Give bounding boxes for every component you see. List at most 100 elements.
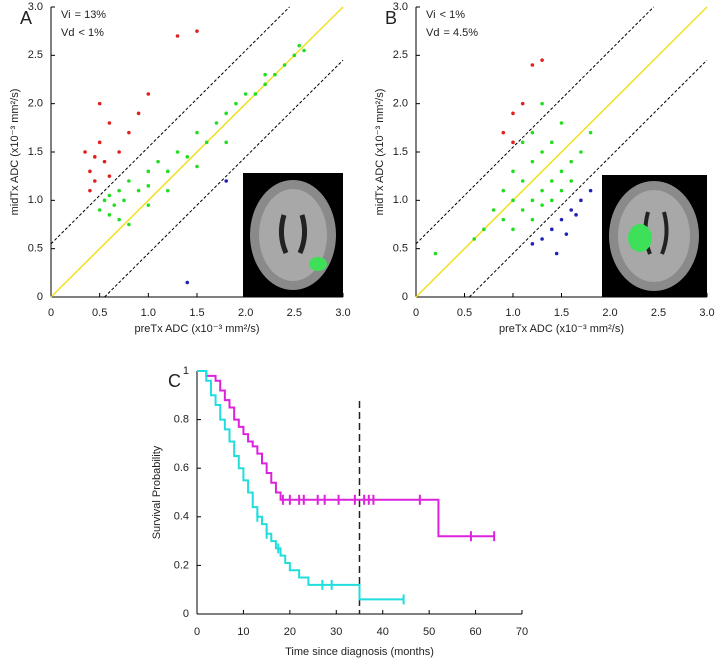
point xyxy=(569,159,573,164)
annotation: Vd xyxy=(61,27,74,39)
point xyxy=(501,130,506,135)
x-tick-label: 2.5 xyxy=(287,307,302,319)
point xyxy=(185,155,190,159)
annotation: Vi xyxy=(61,9,71,21)
point xyxy=(540,58,544,62)
point xyxy=(297,43,302,48)
survival-curve xyxy=(197,370,404,601)
point xyxy=(540,203,544,207)
y-tick-label: 2.0 xyxy=(393,98,408,110)
point xyxy=(88,188,92,193)
y-tick-label: 3.0 xyxy=(28,1,43,13)
point xyxy=(530,63,535,67)
point xyxy=(195,29,199,33)
point xyxy=(433,251,438,256)
point xyxy=(185,280,190,285)
annotation: Vi xyxy=(426,9,436,21)
point xyxy=(520,208,525,212)
survival-curve xyxy=(197,370,495,538)
point xyxy=(263,82,267,87)
point xyxy=(97,101,102,106)
point xyxy=(112,203,117,207)
panel-label: B xyxy=(385,8,397,28)
y-tick-label: 1.5 xyxy=(393,146,408,158)
y-tick-label: 0 xyxy=(183,608,189,620)
annotation: < 1% xyxy=(440,9,466,21)
x-tick-label: 2.0 xyxy=(602,307,617,319)
point xyxy=(195,130,199,135)
point xyxy=(472,237,477,241)
point xyxy=(175,150,180,154)
point xyxy=(501,188,506,193)
point xyxy=(530,159,535,164)
point xyxy=(127,130,131,135)
y-tick-label: 0.5 xyxy=(28,243,43,255)
point xyxy=(520,140,525,145)
point xyxy=(107,193,112,198)
point xyxy=(559,169,564,174)
reference-line xyxy=(415,6,655,245)
point xyxy=(511,111,515,116)
point xyxy=(156,159,160,164)
point xyxy=(117,150,121,154)
point xyxy=(263,72,267,77)
point xyxy=(253,92,258,96)
x-tick-label: 70 xyxy=(516,626,528,638)
reference-line xyxy=(468,59,708,298)
x-tick-label: 1.0 xyxy=(505,307,520,319)
point xyxy=(511,227,515,232)
point xyxy=(491,208,496,212)
y-tick-label: 0.6 xyxy=(174,462,189,474)
point xyxy=(234,101,238,106)
point xyxy=(117,188,121,193)
y-tick-label: 1.0 xyxy=(393,194,408,206)
x-tick-label: 3.0 xyxy=(335,307,350,319)
x-tick-label: 1.0 xyxy=(141,307,156,319)
x-tick-label: 0 xyxy=(194,626,200,638)
point xyxy=(224,179,228,183)
point xyxy=(574,213,578,217)
point xyxy=(146,203,151,207)
point xyxy=(166,188,170,193)
point xyxy=(530,198,535,203)
x-tick-label: 10 xyxy=(237,626,249,638)
point xyxy=(204,140,209,145)
point xyxy=(569,179,573,183)
x-tick-label: 0.5 xyxy=(457,307,472,319)
x-tick-label: 20 xyxy=(284,626,296,638)
point xyxy=(97,208,102,212)
point xyxy=(224,111,228,116)
panel-label: A xyxy=(20,8,32,28)
x-tick-label: 2.0 xyxy=(238,307,253,319)
point xyxy=(540,188,544,193)
reference-line xyxy=(104,59,344,298)
point xyxy=(273,72,277,77)
x-axis-title: preTx ADC (x10⁻³ mm²/s) xyxy=(135,323,260,335)
point xyxy=(107,121,112,125)
y-tick-label: 0.8 xyxy=(174,414,189,426)
point xyxy=(540,101,544,106)
point xyxy=(540,150,544,154)
point xyxy=(588,188,593,193)
reference-line xyxy=(50,6,290,245)
x-tick-label: 50 xyxy=(423,626,435,638)
x-tick-label: 1.5 xyxy=(189,307,204,319)
point xyxy=(107,174,112,178)
point xyxy=(102,159,107,164)
y-tick-label: 2.0 xyxy=(28,98,43,110)
point xyxy=(292,53,297,58)
point xyxy=(282,63,287,67)
y-tick-label: 0 xyxy=(402,291,408,303)
point xyxy=(520,179,525,183)
y-tick-label: 3.0 xyxy=(393,1,408,13)
point xyxy=(579,150,583,154)
point xyxy=(243,92,248,96)
x-axis-title: preTx ADC (x10⁻³ mm²/s) xyxy=(499,323,624,335)
y-tick-label: 0.4 xyxy=(174,511,189,523)
point xyxy=(579,198,583,203)
point xyxy=(93,179,97,183)
point xyxy=(511,140,515,145)
point xyxy=(166,169,170,174)
point xyxy=(175,34,180,38)
y-axis-title: Survival Probability xyxy=(151,445,163,539)
